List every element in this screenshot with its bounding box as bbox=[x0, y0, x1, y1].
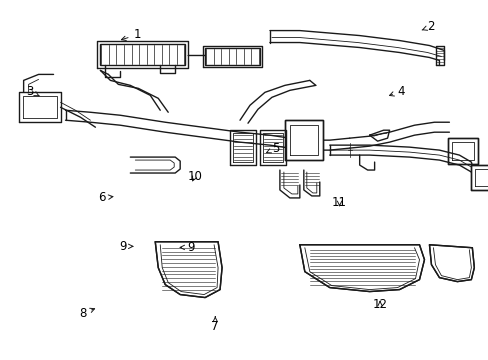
Text: 6: 6 bbox=[98, 192, 113, 204]
Text: 8: 8 bbox=[79, 307, 94, 320]
Polygon shape bbox=[447, 138, 477, 164]
Text: 1: 1 bbox=[121, 28, 141, 41]
Text: 12: 12 bbox=[372, 298, 387, 311]
Text: 4: 4 bbox=[389, 85, 405, 98]
Text: 10: 10 bbox=[187, 170, 202, 183]
Polygon shape bbox=[155, 242, 222, 298]
Polygon shape bbox=[204, 48, 260, 66]
Text: 3: 3 bbox=[26, 85, 39, 98]
Text: 7: 7 bbox=[211, 317, 219, 333]
Text: 9: 9 bbox=[119, 240, 133, 253]
Text: 5: 5 bbox=[266, 142, 279, 155]
Polygon shape bbox=[100, 44, 185, 66]
Text: 11: 11 bbox=[331, 196, 346, 209]
Text: 2: 2 bbox=[421, 20, 434, 33]
Polygon shape bbox=[470, 165, 488, 190]
Polygon shape bbox=[285, 120, 322, 160]
Polygon shape bbox=[428, 245, 473, 282]
Text: 9: 9 bbox=[180, 241, 194, 254]
Polygon shape bbox=[299, 245, 424, 292]
